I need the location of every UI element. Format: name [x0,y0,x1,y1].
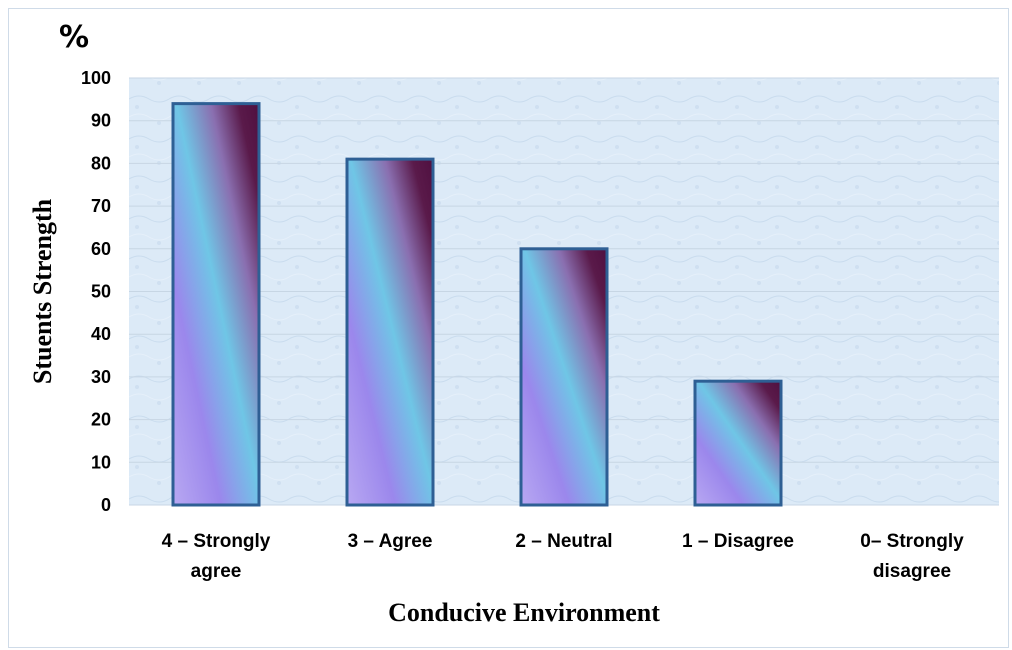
y-tick-label: 100 [81,68,111,88]
bar [171,102,261,507]
bar [519,247,609,507]
bar [345,157,435,507]
x-category-label: 2 – Neutral [515,531,612,552]
y-tick-label: 50 [91,282,111,302]
x-category-label: 3 – Agree [348,531,433,552]
y-tick-label: 30 [91,367,111,387]
y-tick-label: 10 [91,452,111,472]
y-axis-ticks: 0 10 20 30 40 50 60 70 80 90 100 [81,68,111,515]
y-tick-label: 90 [91,111,111,131]
y-tick-label: 80 [91,153,111,173]
y-tick-label: 20 [91,410,111,430]
y-tick-label: 40 [91,324,111,344]
x-axis-categories: 4 – Strongly agree 3 – Agree 2 – Neutral 1 –… [162,531,965,582]
y-tick-label: 0 [101,495,111,515]
bar [693,379,783,507]
bar-chart: 0 10 20 30 40 50 60 70 80 90 100 4 – Strongly agree… [28,20,999,627]
x-category-label: 4 – Strongly agree [162,531,271,582]
x-category-label: 1 – Disagree [682,531,794,552]
bars [171,102,783,507]
chart-frame: 0 10 20 30 40 50 60 70 80 90 100 4 – Strongly agree… [8,8,1009,648]
y-unit-label: % [59,20,89,55]
y-tick-label: 60 [91,239,111,259]
x-axis-title: Conducive Environment [388,598,660,627]
x-category-label: 0– Strongly disagree [860,531,964,582]
y-axis-title: Stuents Strength [28,198,57,384]
y-tick-label: 70 [91,196,111,216]
